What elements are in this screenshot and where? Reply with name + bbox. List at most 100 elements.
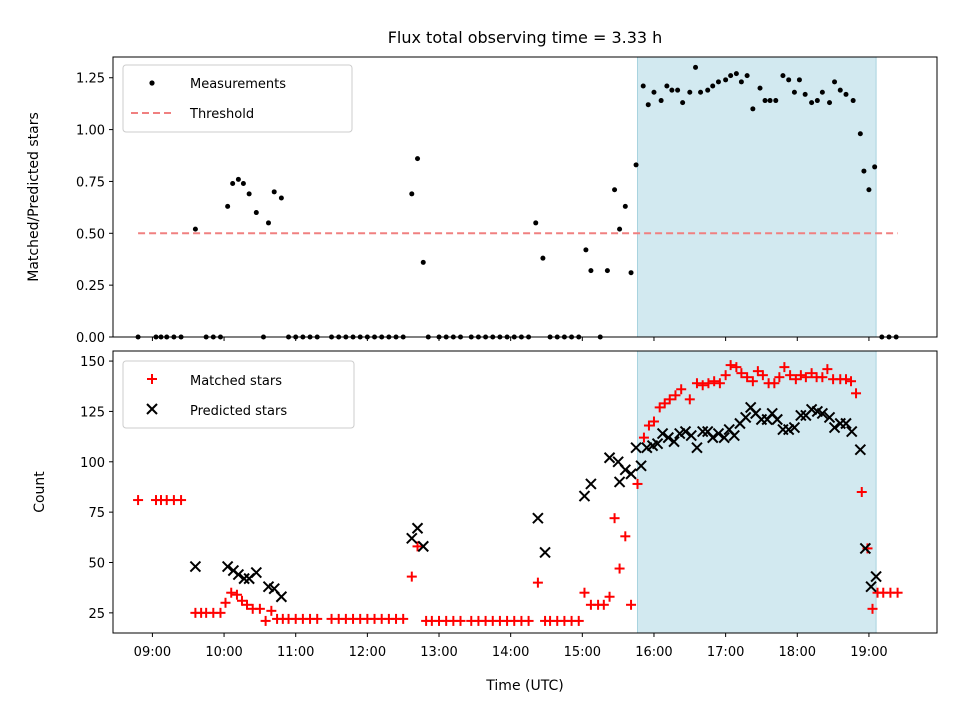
predicted-star-point — [854, 443, 867, 456]
ratio-ylabel: Matched/Predicted stars — [26, 112, 42, 282]
matched-star-point — [412, 541, 423, 552]
predicted-star-point — [662, 431, 675, 444]
measurement-point — [723, 77, 729, 83]
counts-xtick-label: 14:00 — [492, 645, 529, 660]
predicted-star-point — [668, 435, 680, 448]
predicted-star-point — [865, 580, 877, 593]
measurement-point — [705, 87, 711, 93]
measurement-point — [265, 220, 271, 226]
measurement-point — [604, 268, 610, 274]
measurement-point — [235, 176, 241, 182]
predicted-star-point — [816, 407, 829, 420]
measurement-point — [750, 106, 756, 112]
ratio-ytick-label: 0.50 — [76, 227, 105, 242]
counts-ytick-label: 75 — [88, 506, 105, 521]
predicted-star-point — [739, 411, 752, 424]
matched-star-point — [176, 495, 187, 506]
matched-star-point — [659, 398, 670, 409]
counts-xtick-label: 11:00 — [277, 645, 314, 660]
measurement-point — [588, 268, 594, 274]
predicted-star-point — [250, 566, 263, 579]
matched-star-point — [241, 599, 252, 610]
matched-star-point — [579, 587, 590, 598]
measurement-point — [409, 191, 415, 197]
legend-label-matched: Matched stars — [190, 374, 282, 389]
measurement-point — [271, 189, 277, 195]
measurement-point — [861, 168, 867, 174]
counts-ylabel: Count — [32, 471, 48, 513]
predicted-star-point — [712, 427, 725, 440]
counts-xtick-label: 12:00 — [349, 645, 386, 660]
measurement-point — [791, 89, 797, 95]
predicted-star-point — [691, 441, 703, 454]
legend-label-threshold: Threshold — [189, 107, 254, 122]
counts-xtick-label: 13:00 — [420, 645, 457, 660]
measurement-point — [622, 203, 628, 209]
measurement-point — [872, 164, 878, 170]
predicted-star-point — [232, 568, 245, 581]
matched-star-point — [398, 613, 409, 624]
predicted-star-point — [718, 431, 730, 444]
matched-star-point — [752, 366, 763, 377]
matched-star-point — [626, 599, 637, 610]
matched-star-point — [769, 378, 780, 389]
predicted-star-point — [707, 431, 719, 444]
matched-star-point — [226, 587, 237, 598]
matched-star-point — [220, 597, 231, 608]
measurement-point — [857, 131, 863, 137]
predicted-star-point — [532, 512, 544, 524]
predicted-star-point — [840, 417, 852, 430]
ratio-panel: 0.00 0.25 0.50 0.75 1.00 1.25 Matched/Predict… — [26, 56, 938, 346]
matched-star-point — [851, 388, 862, 399]
counts-xtick-label: 17:00 — [707, 645, 744, 660]
predicted-star-point — [651, 437, 664, 450]
measurement-point — [796, 77, 802, 83]
matched-star-point — [632, 478, 643, 489]
measurement-point — [762, 98, 768, 104]
matched-star-point — [312, 613, 323, 624]
measurement-point — [809, 100, 815, 106]
measurement-point — [651, 89, 657, 95]
ratio-legend-box — [122, 64, 353, 133]
measurement-point — [827, 100, 833, 106]
predicted-star-point — [406, 532, 418, 545]
matched-star-point — [254, 603, 265, 614]
counts-ytick-label: 50 — [88, 557, 105, 572]
predicted-star-point — [685, 429, 697, 442]
counts-ytick-label: 100 — [80, 456, 105, 471]
matched-star-point — [604, 591, 615, 602]
predicted-star-point — [275, 591, 288, 603]
measurement-point — [253, 210, 259, 216]
ratio-ytick-label: 0.75 — [76, 175, 105, 190]
measurement-point — [843, 91, 849, 97]
predicted-star-point — [728, 429, 740, 442]
matched-star-point — [266, 605, 277, 616]
legend-label-predicted: Predicted stars — [190, 404, 287, 419]
measurement-point — [612, 187, 618, 193]
predicted-star-point — [846, 425, 858, 438]
predicted-star-point — [635, 460, 647, 472]
measurement-point — [192, 226, 198, 232]
matched-star-point — [573, 615, 584, 626]
matched-star-point — [684, 394, 695, 405]
predicted-star-point — [578, 490, 591, 502]
matched-star-point — [670, 390, 681, 401]
measurement-point — [415, 156, 421, 162]
matched-star-point — [779, 362, 790, 373]
counts-xtick-label: 09:00 — [134, 645, 171, 660]
matched-star-point — [714, 378, 725, 389]
matched-star-point — [532, 577, 543, 588]
matched-star-point — [720, 370, 731, 381]
matched-star-point — [747, 376, 758, 387]
measurement-point — [710, 83, 716, 89]
counts-shaded-span — [636, 350, 877, 634]
measurement-point — [230, 181, 236, 187]
matched-star-point — [703, 378, 714, 389]
measurement-point — [420, 259, 426, 265]
matched-star-point — [800, 372, 811, 383]
matched-star-point — [757, 370, 768, 381]
predicted-star-point — [656, 427, 669, 440]
legend-marker-predicted — [146, 403, 158, 415]
ratio-legend: Measurements Threshold — [122, 64, 353, 133]
measurement-point — [832, 79, 838, 85]
